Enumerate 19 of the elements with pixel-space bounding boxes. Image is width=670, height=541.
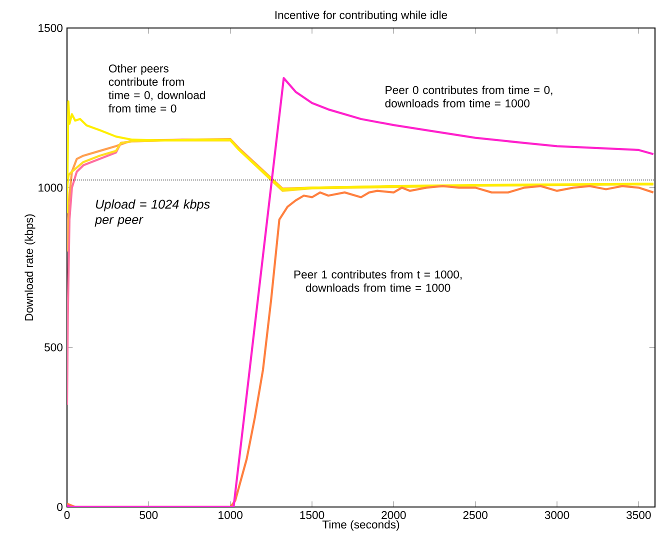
x-tick-label: 1000: [218, 511, 242, 520]
x-tick-label: 0: [64, 511, 70, 520]
annotation: Other peers contribute from time = 0, download from time = 0: [108, 64, 206, 112]
y-tick-label: 1500: [38, 24, 63, 32]
annotation: Peer 1 contributes from t = 1000, downloads from time = 1000: [294, 270, 462, 292]
x-tick-label: 3500: [626, 511, 651, 520]
x-tick-label: 2000: [382, 511, 406, 520]
x-axis-title: Time (seconds): [322, 520, 400, 531]
y-tick-label: 1000: [38, 184, 63, 192]
chart-title: Incentive for contributing while idle: [275, 10, 448, 22]
x-tick-label: 500: [140, 511, 158, 520]
y-tick-label: 500: [44, 343, 63, 352]
y-axis-title: Download rate (kbps): [24, 214, 36, 320]
annotation: Peer 0 contributes from time = 0, downloads from time = 1000: [385, 86, 552, 108]
x-tick-label: 3000: [544, 511, 570, 520]
ref-line-label: Upload = 1024 kbps per peer: [94, 199, 210, 227]
x-tick-label: 2500: [463, 511, 488, 520]
y-tick-label: 0: [57, 502, 63, 511]
x-tick-label: 1500: [300, 511, 324, 520]
